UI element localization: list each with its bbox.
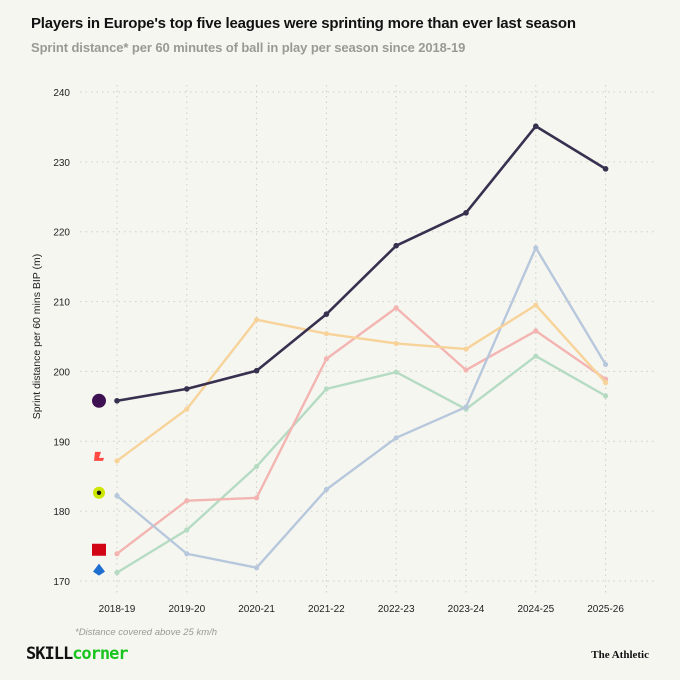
the-athletic-logo: The Athletic (591, 649, 649, 661)
data-point (323, 331, 329, 337)
data-point (603, 380, 609, 386)
data-point (184, 498, 190, 504)
data-point (602, 166, 609, 172)
data-point (533, 353, 539, 359)
data-point (254, 565, 260, 571)
data-point (463, 210, 469, 216)
y-tick-label: 180 (53, 507, 70, 518)
y-tick-label: 230 (53, 158, 70, 169)
data-point (114, 458, 120, 464)
series-line (116, 246, 607, 569)
data-point (254, 317, 260, 323)
chart-subtitle: Sprint distance* per 60 minutes of ball … (31, 40, 466, 55)
data-point (253, 367, 260, 374)
data-point (184, 386, 190, 392)
y-tick-label: 220 (53, 228, 70, 239)
data-point (254, 463, 260, 470)
logo-part-2: corner (72, 644, 128, 664)
y-tick-label: 240 (53, 88, 70, 99)
data-point (463, 367, 469, 373)
chart-title: Players in Europe's top five leagues wer… (31, 15, 576, 32)
y-tick-label: 190 (53, 437, 70, 448)
x-tick-label: 2024-25 (517, 604, 554, 615)
logo-part-1: SKILL (26, 644, 73, 664)
x-tick-label: 2023-24 (448, 604, 485, 615)
data-point (533, 245, 539, 251)
x-tick-label: 2022-23 (378, 604, 415, 615)
data-point (114, 570, 120, 576)
x-tick-label: 2019-20 (168, 604, 205, 615)
series-line (116, 303, 607, 462)
data-point (393, 305, 399, 311)
data-point (603, 393, 609, 399)
data-point (463, 346, 469, 352)
data-point (393, 340, 399, 347)
x-tick-label: 2018-19 (99, 604, 136, 615)
data-point (114, 397, 120, 404)
data-point (393, 369, 399, 375)
data-point (114, 493, 120, 499)
x-tick-label: 2021-22 (308, 604, 345, 615)
data-point (463, 404, 469, 410)
data-point (114, 551, 120, 557)
data-point (323, 311, 330, 317)
data-point (533, 302, 539, 308)
series-line (116, 306, 607, 555)
y-tick-label: 170 (53, 577, 70, 588)
x-tick-label: 2020-21 (238, 604, 275, 615)
laliga-logo-icon (94, 451, 104, 461)
skillcorner-logo: SKILLcorner (26, 644, 129, 664)
data-point (184, 527, 190, 533)
serie-a-logo-icon (93, 563, 105, 576)
data-point (603, 361, 609, 368)
data-point (323, 486, 329, 493)
data-point (254, 495, 260, 501)
x-tick-label: 2025-26 (587, 604, 624, 615)
data-point (323, 356, 329, 362)
data-point (533, 328, 539, 334)
ligue1-logo-dot (96, 490, 102, 495)
data-point (184, 551, 190, 557)
y-tick-label: 210 (53, 298, 70, 309)
y-axis-label: Sprint distance per 60 mins BIP (m) (31, 254, 43, 420)
data-point (533, 123, 539, 130)
data-point (393, 435, 399, 441)
data-point (323, 386, 329, 392)
series-line (116, 124, 607, 403)
data-point (184, 406, 190, 412)
data-point (393, 242, 400, 249)
series-line (116, 354, 607, 574)
bundesliga-logo-icon (92, 543, 106, 556)
y-tick-label: 200 (53, 367, 70, 378)
premier-league-logo-icon (92, 393, 106, 408)
footnote: *Distance covered above 25 km/h (75, 627, 218, 638)
